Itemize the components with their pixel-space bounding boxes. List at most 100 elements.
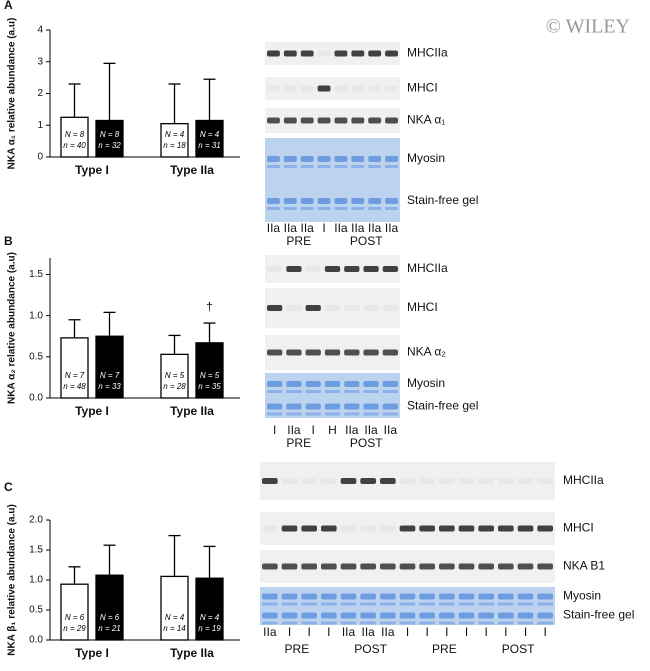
blot-band xyxy=(321,478,337,484)
lane-label: I xyxy=(273,423,276,437)
lane-label: I xyxy=(327,625,330,639)
blot-band xyxy=(344,305,360,311)
blot-label: Myosin xyxy=(563,589,601,603)
blot-band xyxy=(321,593,337,600)
blot-band xyxy=(368,207,382,210)
blot-band xyxy=(360,612,376,619)
blot-band xyxy=(498,478,514,484)
lane-label: I xyxy=(406,625,409,639)
blot-band xyxy=(300,117,314,124)
blot-band xyxy=(498,621,514,625)
blot-band xyxy=(267,403,283,410)
blot-label: NKA B1 xyxy=(563,559,605,573)
blot-band xyxy=(419,478,435,484)
panel-letter: A xyxy=(4,0,13,12)
blot-band xyxy=(321,563,337,570)
blot-band xyxy=(305,412,321,416)
lane-label: IIa xyxy=(284,221,298,235)
blot-band xyxy=(267,156,280,162)
blot-band xyxy=(537,563,553,570)
y-tick-label: 0.0 xyxy=(29,393,43,404)
blot-band xyxy=(368,165,382,168)
blot-band xyxy=(478,563,494,570)
lane-label: IIa xyxy=(368,221,382,235)
blot-band xyxy=(317,156,331,162)
blot-band xyxy=(380,563,396,570)
blot-band xyxy=(283,198,297,204)
blot-band xyxy=(380,478,396,484)
y-axis-label: NKA β₁ relative abundance (a.u) xyxy=(7,504,18,656)
blot-band xyxy=(380,602,396,606)
blot-band xyxy=(399,612,416,619)
blot-band xyxy=(517,525,534,532)
blot-band xyxy=(281,478,298,484)
blot-band xyxy=(419,621,435,625)
blot-band xyxy=(344,266,360,272)
blot-band xyxy=(267,198,280,204)
blot-band xyxy=(419,602,435,606)
blot-band xyxy=(340,593,357,600)
blot-band xyxy=(439,612,455,619)
n-label: n = 40 xyxy=(63,141,86,150)
blot-band xyxy=(286,349,302,356)
bar xyxy=(160,123,189,158)
blot-band xyxy=(344,349,360,356)
group-label: PRE xyxy=(285,642,310,656)
blot-band xyxy=(368,198,382,204)
lane-label: IIa xyxy=(351,221,365,235)
blot-band xyxy=(439,525,455,532)
blot-band xyxy=(267,50,280,57)
blot-band xyxy=(498,602,514,606)
bar xyxy=(95,335,124,399)
y-tick-label: 1.0 xyxy=(29,310,43,321)
blot-label: MHCI xyxy=(407,81,438,95)
blot-band xyxy=(498,525,514,532)
lane-label: I xyxy=(425,625,428,639)
blot-band xyxy=(267,207,280,210)
n-label: N = 4 xyxy=(165,130,185,139)
blot-band xyxy=(344,403,360,410)
blot-band xyxy=(324,390,341,393)
blot-band xyxy=(458,621,475,625)
blot-band xyxy=(262,602,278,606)
blot-band xyxy=(301,602,317,606)
n-label: N = 4 xyxy=(200,613,220,622)
blot-band xyxy=(382,266,398,272)
blot-band xyxy=(334,50,348,57)
n-label: N = 4 xyxy=(200,130,220,139)
blot-band xyxy=(517,478,534,484)
n-label: n = 21 xyxy=(98,624,120,633)
blot-band xyxy=(334,156,348,162)
lane-label: IIa xyxy=(342,625,356,639)
blot-band xyxy=(267,85,280,92)
blot-band xyxy=(334,198,348,204)
blot-band xyxy=(340,602,357,606)
y-tick-label: 3 xyxy=(37,56,43,67)
blot-band xyxy=(478,593,494,600)
lane-label: IIa xyxy=(263,625,277,639)
n-label: N = 8 xyxy=(100,130,120,139)
blot-band xyxy=(351,165,365,168)
blot-band xyxy=(399,478,416,484)
blot-band xyxy=(262,593,278,600)
bar xyxy=(60,116,89,158)
blot-band xyxy=(301,563,317,570)
n-label: n = 48 xyxy=(63,382,86,391)
blot-band xyxy=(382,390,398,393)
blot-band xyxy=(537,525,553,532)
n-label: N = 8 xyxy=(65,130,85,139)
blot-band xyxy=(281,612,298,619)
blot-band xyxy=(439,478,455,484)
y-tick-label: 1.5 xyxy=(29,545,43,556)
n-label: n = 32 xyxy=(98,141,121,150)
lane-label: IIa xyxy=(381,625,395,639)
blot-band xyxy=(267,412,283,416)
blot-band xyxy=(324,381,341,387)
blot-band xyxy=(351,50,365,57)
blot-label: Myosin xyxy=(407,151,445,165)
lane-label: I xyxy=(504,625,507,639)
x-tick-label: Type I xyxy=(75,404,109,418)
bar xyxy=(160,353,189,399)
blot-band xyxy=(317,50,331,57)
x-tick-label: Type I xyxy=(75,646,109,660)
